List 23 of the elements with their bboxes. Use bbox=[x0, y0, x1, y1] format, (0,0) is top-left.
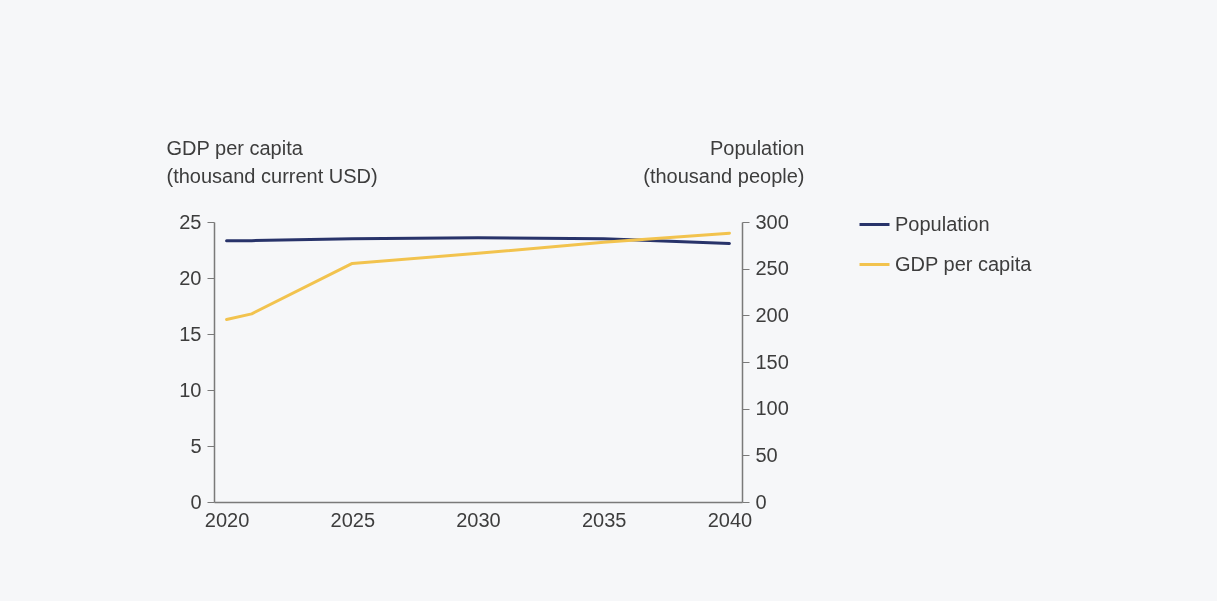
x-tick-label: 2030 bbox=[456, 508, 501, 531]
y-tick-label: 25 bbox=[179, 210, 202, 233]
line-series bbox=[225, 231, 731, 321]
x-tick-label: 2020 bbox=[204, 508, 250, 531]
y2-tick-label: 50 bbox=[755, 443, 778, 466]
y2-tick-label: 300 bbox=[755, 210, 789, 233]
y-tick-label: 15 bbox=[179, 322, 202, 345]
y2-tick-label: 150 bbox=[755, 350, 789, 373]
y-tick-label: 0 bbox=[190, 490, 202, 513]
y2-tick-label: 0 bbox=[755, 490, 767, 513]
y-tick-label: 10 bbox=[179, 378, 202, 401]
y-tick-label: 20 bbox=[179, 266, 202, 289]
y2-tick-label: 100 bbox=[755, 397, 789, 420]
legend-label: GDP per capita bbox=[895, 252, 1033, 275]
y2-tick-label: 250 bbox=[755, 257, 789, 280]
x-tick-label: 2025 bbox=[330, 508, 376, 531]
legend-label: Population bbox=[895, 212, 990, 235]
x-tick-label: 2040 bbox=[707, 508, 753, 531]
y-axis-title: GDP per capita (thousand current USD) bbox=[166, 136, 378, 187]
y2-axis-title: Population (thousand people) bbox=[643, 136, 805, 187]
y-tick-label: 5 bbox=[190, 434, 202, 457]
y2-tick-label: 200 bbox=[755, 303, 789, 326]
x-tick-label: 2035 bbox=[581, 508, 627, 531]
